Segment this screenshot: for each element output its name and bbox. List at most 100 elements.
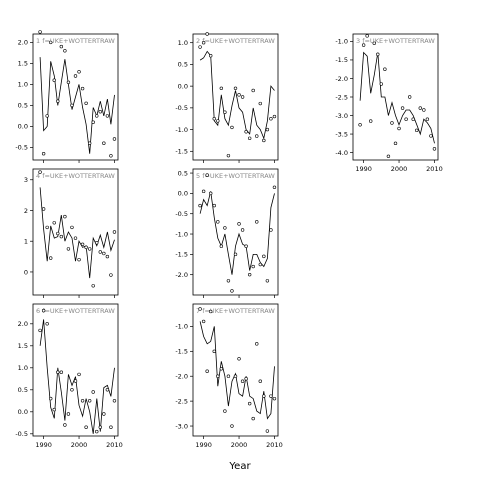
data-point [404, 117, 408, 121]
y-axis-ticks: -3.0 -2.5 -2.0 -1.5 -1.0 [175, 323, 193, 430]
y-tick-label: -0.5 [15, 430, 28, 438]
data-point [429, 134, 433, 138]
data-point [66, 247, 71, 251]
data-point [432, 147, 437, 151]
panel-label: 3 f=UKE+WOTTERTRAW [356, 37, 435, 45]
data-point [38, 30, 42, 34]
data-point [105, 388, 110, 392]
fit-line [199, 50, 275, 140]
data-point [95, 429, 99, 434]
panel-frame [352, 33, 439, 161]
data-point [87, 247, 92, 251]
data-point [240, 228, 245, 232]
data-point [66, 80, 71, 85]
data-point [212, 203, 216, 208]
data-point [255, 220, 259, 224]
x-axis-ticks: 1990 2000 2010 [195, 436, 283, 449]
data-point [84, 101, 88, 106]
data-point [216, 374, 220, 378]
data-point [212, 349, 216, 354]
data-point [411, 117, 415, 121]
data-point [418, 106, 422, 110]
panel-label: 5 f=UKE+WOTTERTRAW [196, 172, 275, 180]
observed-points [198, 307, 277, 433]
x-tick-label: 1990 [195, 441, 212, 449]
data-point [59, 370, 64, 374]
data-point [56, 370, 60, 374]
data-point [84, 245, 88, 250]
x-tick-label: 2010 [426, 165, 443, 173]
data-point [41, 152, 46, 156]
data-point [63, 423, 67, 427]
data-point [109, 425, 113, 429]
data-point [95, 114, 99, 118]
data-point [393, 141, 398, 146]
data-point [56, 99, 60, 103]
x-tick-label: 2000 [391, 165, 408, 173]
data-point [226, 153, 231, 158]
data-point [262, 394, 266, 398]
x-axis-ticks [203, 160, 275, 163]
data-point [198, 45, 202, 49]
data-point [223, 409, 227, 413]
observed-points [358, 34, 437, 158]
data-point [237, 357, 241, 361]
data-point [91, 284, 95, 288]
panel-7: 7 f=UKE+WOTTERTRAW -3.0 -2.5 -2.0 -1.5 -1.0 19… [175, 303, 283, 449]
panel-5: 5 f=UKE+WOTTERTRAW -2.0 -1.5 -1.0 -0.5 0.0 0.5 [175, 168, 279, 298]
data-point [425, 117, 430, 121]
data-point [251, 264, 255, 269]
data-point [45, 114, 49, 118]
data-point [73, 74, 78, 78]
data-point [112, 137, 117, 141]
y-tick-label: -1.0 [175, 230, 188, 238]
y-axis-ticks: -1.5 -1.0 -0.5 0.0 0.5 1.0 [175, 39, 193, 156]
panel-label: 7 f=UKE+WOTTERTRAW [196, 307, 275, 315]
data-point [102, 412, 106, 416]
data-point [230, 125, 234, 130]
y-tick-label: 1.0 [178, 39, 188, 47]
data-point [209, 54, 213, 58]
data-point [201, 319, 206, 324]
y-tick-label: -2.5 [335, 93, 348, 101]
y-tick-label: 0.0 [18, 408, 28, 416]
data-point [38, 170, 42, 174]
data-point [226, 374, 231, 378]
x-tick-label: 2000 [71, 441, 88, 449]
data-point [244, 377, 248, 381]
data-point [219, 244, 224, 248]
y-axis-ticks: -0.5 0.0 0.5 1.0 1.5 2.0 [15, 39, 33, 152]
data-point [251, 88, 255, 93]
data-point [45, 225, 49, 230]
fit-line [39, 187, 115, 279]
data-point [70, 225, 74, 230]
x-tick-label: 2010 [106, 441, 123, 449]
y-tick-label: 0.0 [178, 190, 188, 198]
data-point [251, 416, 255, 421]
data-point [226, 279, 231, 283]
observed-points [38, 30, 117, 158]
data-point [70, 388, 74, 392]
data-point [265, 429, 270, 433]
y-tick-label: 0.5 [18, 102, 28, 110]
data-point [84, 425, 88, 429]
data-point [112, 230, 117, 234]
y-tick-label: -2.0 [175, 373, 188, 381]
y-tick-label: -1.0 [175, 126, 188, 134]
panel-4: 4 f=UKE+WOTTERTRAW 0 1 2 3 [24, 168, 119, 298]
data-point [358, 123, 362, 127]
y-axis-ticks: 0 1 2 3 [24, 176, 33, 276]
data-point [258, 379, 262, 383]
data-point [272, 185, 277, 189]
observed-points [38, 170, 117, 288]
data-point [269, 394, 273, 398]
y-tick-label: 0.5 [178, 61, 188, 69]
y-axis-ticks: -0.5 0.0 0.5 1.0 1.5 2.0 [15, 320, 33, 438]
data-point [87, 399, 92, 403]
panel-6: 6 f=UKE+WOTTERTRAW -0.5 0.0 0.5 1.0 1.5 2.0 199… [15, 303, 123, 449]
data-point [262, 138, 266, 143]
panel-label: 2 f=UKE+WOTTERTRAW [196, 37, 275, 45]
fit-line [199, 321, 275, 420]
data-point [49, 40, 53, 45]
panel-frame [32, 168, 119, 296]
